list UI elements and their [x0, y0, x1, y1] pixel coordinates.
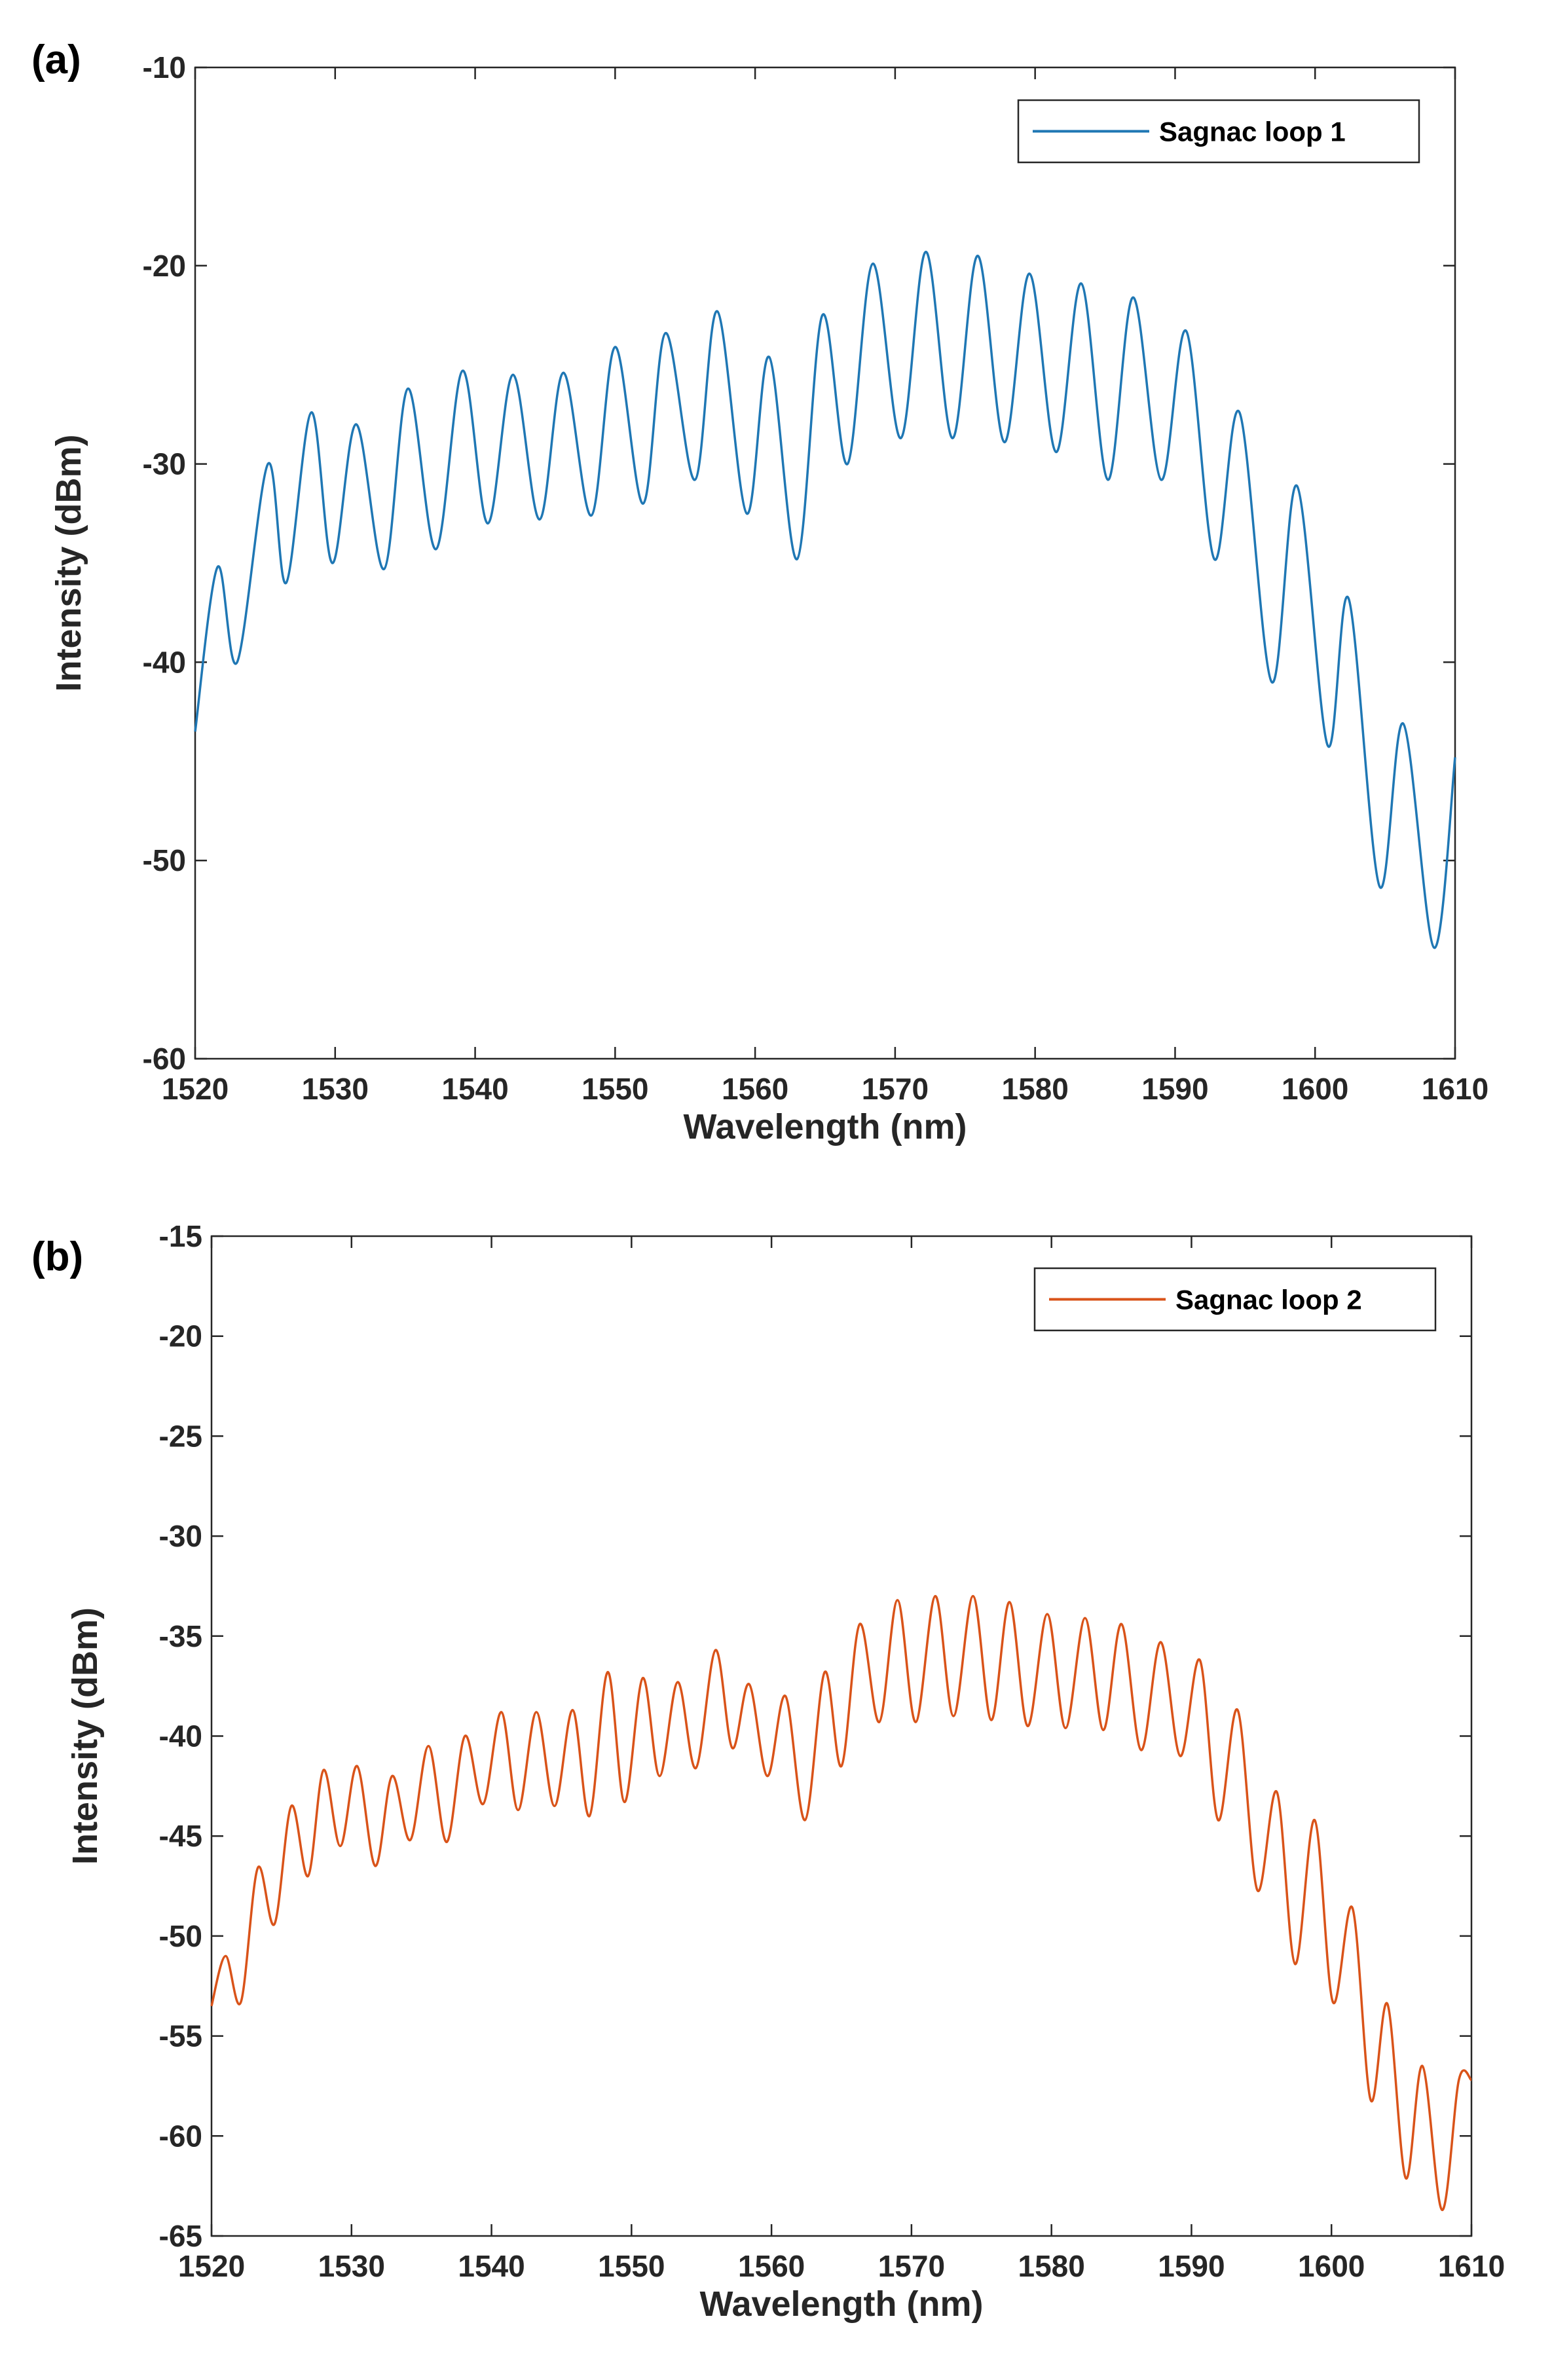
- x-tick-label: 1570: [862, 1072, 929, 1106]
- y-tick-label: -50: [159, 1919, 202, 1953]
- x-axis-label: Wavelength (nm): [683, 1107, 967, 1146]
- y-tick-label: -30: [159, 1519, 202, 1553]
- x-tick-label: 1590: [1158, 2249, 1225, 2283]
- chart-panel-b: (b) 1520 1530 1540 1550 1560 1570 1580 1590 1600 1…: [31, 1219, 1505, 2324]
- x-tick-label: 1520: [162, 1072, 229, 1106]
- y-tick-label: -45: [159, 1819, 202, 1853]
- x-tick-label: 1540: [458, 2249, 525, 2283]
- y-tick-label: -25: [159, 1419, 202, 1453]
- x-tick-label: 1580: [1018, 2249, 1084, 2283]
- axes-box: [210, 1235, 1473, 2237]
- x-tick-label: 1530: [302, 1072, 369, 1106]
- y-tick-label: -50: [143, 843, 186, 877]
- x-tick-label: 1610: [1438, 2249, 1505, 2283]
- y-tick-label: -20: [143, 249, 186, 283]
- x-axis-label: Wavelength (nm): [699, 2284, 983, 2324]
- x-tick-label: 1600: [1298, 2249, 1365, 2283]
- y-tick-label: -10: [143, 50, 186, 84]
- x-tick-label: 1570: [878, 2249, 945, 2283]
- chart-panel-a: (a) 1520 1530 1540 1550 1560 1570 1580 1590 1600 1…: [31, 37, 1488, 1146]
- panel-label: (b): [31, 1234, 83, 1279]
- y-tick-label: -20: [159, 1319, 202, 1353]
- x-tick-label: 1550: [598, 2249, 665, 2283]
- x-tick-label: 1520: [178, 2249, 245, 2283]
- y-tick-label: -65: [159, 2219, 202, 2253]
- x-tick-label: 1610: [1422, 1072, 1488, 1106]
- y-tick-label: -60: [143, 1042, 186, 1076]
- x-tick-label: 1590: [1141, 1072, 1208, 1106]
- y-tick-label: -60: [159, 2119, 202, 2153]
- y-tick-label: -30: [143, 447, 186, 481]
- x-tick-label: 1600: [1282, 1072, 1348, 1106]
- y-tick-label: -55: [159, 2019, 202, 2053]
- series-line: [210, 1594, 1473, 2212]
- y-tick-label: -40: [159, 1719, 202, 1753]
- x-tick-label: 1580: [1001, 1072, 1068, 1106]
- x-tick-label: 1560: [738, 2249, 805, 2283]
- x-tick-label: 1550: [582, 1072, 648, 1106]
- y-axis-label: Intensity (dBm): [65, 1607, 105, 1865]
- x-tick-label: 1560: [722, 1072, 788, 1106]
- x-tick-label: 1530: [318, 2249, 385, 2283]
- y-tick-label: -40: [143, 645, 186, 679]
- x-tick-label: 1540: [441, 1072, 508, 1106]
- y-tick-label: -15: [159, 1219, 202, 1253]
- series-line: [194, 250, 1456, 949]
- legend-entry: Sagnac loop 2: [1175, 1285, 1362, 1315]
- axes-box: [194, 66, 1456, 1060]
- y-axis-label: Intensity (dBm): [49, 434, 88, 691]
- legend-entry: Sagnac loop 1: [1159, 117, 1346, 147]
- y-tick-label: -35: [159, 1619, 202, 1653]
- panel-label: (a): [31, 37, 81, 82]
